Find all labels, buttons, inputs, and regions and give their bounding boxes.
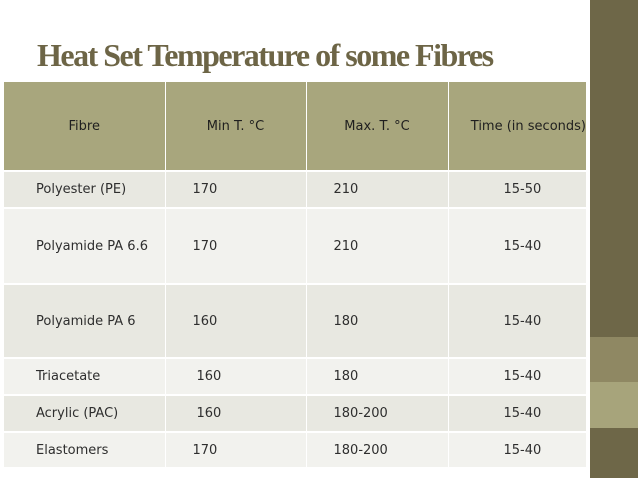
fibre-heat-set-table: Fibre Min T. °C Max. T. °C Time (in seco… <box>4 82 586 467</box>
cell-max-temp: 180 <box>306 283 449 358</box>
cell-fibre: Polyamide PA 6.6 <box>4 207 166 284</box>
cell-min-temp: 170 <box>165 170 307 208</box>
cell-max-temp: 180 <box>306 357 449 395</box>
header-fibre: Fibre <box>4 82 166 171</box>
decorative-accent-block <box>590 337 638 382</box>
cell-min-temp: 160 <box>165 394 307 432</box>
header-time: Time (in seconds) <box>448 82 586 171</box>
cell-max-temp: 210 <box>306 207 449 284</box>
table-row: Polyamide PA 6.6 170 210 15-40 <box>4 207 586 284</box>
table-row: Polyamide PA 6 160 180 15-40 <box>4 283 586 358</box>
cell-fibre: Acrylic (PAC) <box>4 394 166 432</box>
cell-time: 15-40 <box>448 283 586 358</box>
header-max-temp: Max. T. °C <box>306 82 449 171</box>
cell-min-temp: 170 <box>165 207 307 284</box>
cell-fibre: Polyamide PA 6 <box>4 283 166 358</box>
cell-max-temp: 180-200 <box>306 431 449 467</box>
table-row: Elastomers 170 180-200 15-40 <box>4 431 586 467</box>
table-row: Triacetate 160 180 15-40 <box>4 357 586 395</box>
cell-max-temp: 180-200 <box>306 394 449 432</box>
table-row: Acrylic (PAC) 160 180-200 15-40 <box>4 394 586 432</box>
cell-time: 15-40 <box>448 431 586 467</box>
cell-time: 15-50 <box>448 170 586 208</box>
cell-max-temp: 210 <box>306 170 449 208</box>
cell-time: 15-40 <box>448 207 586 284</box>
cell-fibre: Polyester (PE) <box>4 170 166 208</box>
header-min-temp: Min T. °C <box>165 82 307 171</box>
table-row: Polyester (PE) 170 210 15-50 <box>4 170 586 208</box>
cell-min-temp: 160 <box>165 283 307 358</box>
cell-fibre: Triacetate <box>4 357 166 395</box>
decorative-accent-block <box>590 382 638 428</box>
cell-min-temp: 170 <box>165 431 307 467</box>
cell-fibre: Elastomers <box>4 431 166 467</box>
slide-title: Heat Set Temperature of some Fibres <box>37 37 494 73</box>
cell-time: 15-40 <box>448 357 586 395</box>
table-header-row: Fibre Min T. °C Max. T. °C Time (in seco… <box>4 82 586 171</box>
cell-min-temp: 160 <box>165 357 307 395</box>
cell-time: 15-40 <box>448 394 586 432</box>
